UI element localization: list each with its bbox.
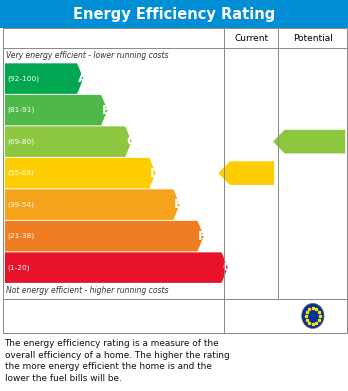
Text: (92-100): (92-100): [7, 75, 39, 82]
Bar: [0, 0, 348, 28]
Bar: [3, 299, 347, 333]
Polygon shape: [5, 126, 132, 157]
Text: 77: 77: [309, 135, 325, 148]
Text: (69-80): (69-80): [7, 138, 34, 145]
Polygon shape: [5, 158, 156, 188]
Text: B: B: [102, 104, 111, 117]
Polygon shape: [5, 221, 204, 251]
Text: Potential: Potential: [293, 34, 333, 43]
Polygon shape: [218, 161, 274, 185]
Text: Energy Efficiency Rating: Energy Efficiency Rating: [73, 7, 275, 22]
Text: D: D: [150, 167, 160, 179]
Text: (1-20): (1-20): [7, 264, 30, 271]
Text: England & Wales: England & Wales: [9, 307, 166, 325]
Polygon shape: [273, 130, 345, 153]
Text: 67: 67: [246, 167, 262, 179]
Polygon shape: [5, 252, 228, 283]
Text: (21-38): (21-38): [7, 233, 34, 239]
Bar: [3, 28, 347, 299]
Text: Very energy efficient - lower running costs: Very energy efficient - lower running co…: [6, 51, 169, 61]
Text: F: F: [198, 230, 207, 243]
Text: (55-68): (55-68): [7, 170, 34, 176]
Text: (39-54): (39-54): [7, 201, 34, 208]
Text: (81-91): (81-91): [7, 107, 35, 113]
Text: The energy efficiency rating is a measure of the
overall efficiency of a home. T: The energy efficiency rating is a measur…: [5, 339, 229, 383]
Text: Current: Current: [234, 34, 269, 43]
Text: EU Directive
2002/91/EC: EU Directive 2002/91/EC: [230, 306, 283, 326]
Text: C: C: [126, 135, 135, 148]
Text: Not energy efficient - higher running costs: Not energy efficient - higher running co…: [6, 286, 169, 296]
Text: G: G: [222, 261, 232, 274]
Polygon shape: [5, 95, 108, 126]
Text: E: E: [174, 198, 183, 211]
Polygon shape: [5, 189, 180, 220]
Circle shape: [302, 303, 324, 328]
Polygon shape: [5, 63, 84, 94]
Text: A: A: [78, 72, 87, 85]
